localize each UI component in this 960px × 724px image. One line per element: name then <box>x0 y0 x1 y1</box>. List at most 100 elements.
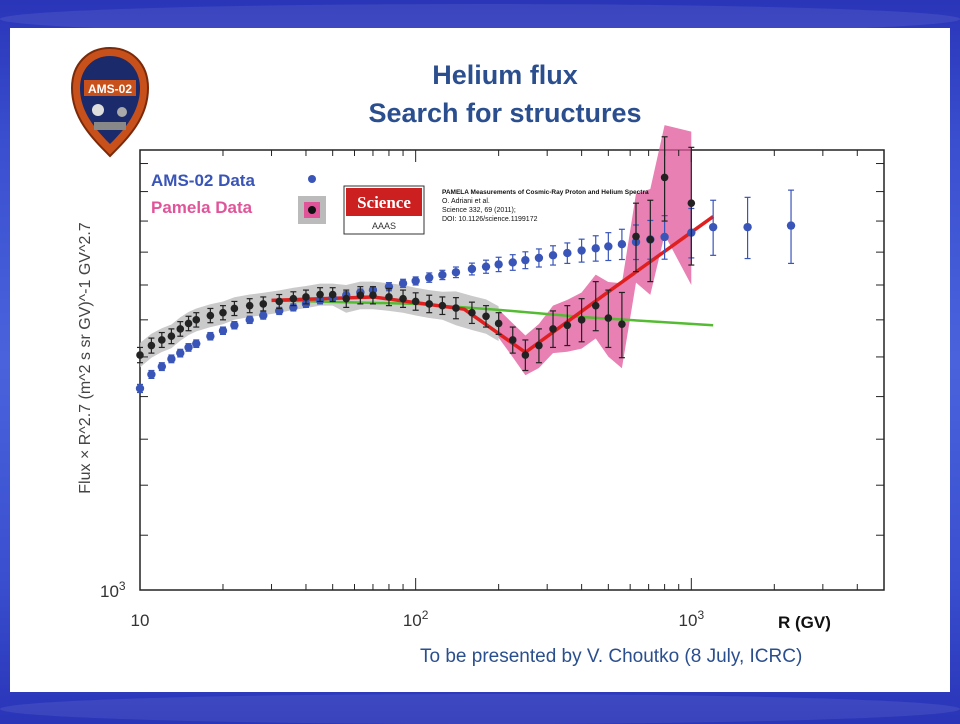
legend-ams-label: AMS-02 Data <box>151 171 255 190</box>
ams-point <box>425 273 434 282</box>
y-axis-label: Flux × R^2.7 (m^2 s sr GV)^-1 GV^2.7 <box>77 222 94 494</box>
helium-flux-chart: 10 102 103 103 R (GV) Flux × R^2.7 (m^2 s s… <box>77 125 885 632</box>
pamela-point <box>192 316 201 324</box>
ams-point <box>218 326 228 335</box>
x-tick-label: 103 <box>679 608 705 630</box>
ams-point <box>743 222 752 232</box>
reference-doi: DOI: 10.1126/science.1199172 <box>442 216 538 223</box>
reference-title: PAMELA Measurements of Cosmic-Ray Proton… <box>442 189 649 196</box>
pamela-point <box>411 297 420 306</box>
x-tick-label-exponent: 3 <box>697 608 704 622</box>
pamela-point <box>342 294 351 303</box>
pamela-point <box>259 300 268 308</box>
x-axis-label: R (GV) <box>778 613 831 632</box>
pamela-point <box>158 336 166 344</box>
ams-point <box>398 279 408 288</box>
ams-point <box>481 262 491 271</box>
pamela-point <box>245 301 254 310</box>
pamela-point <box>302 293 310 301</box>
pamela-point <box>328 290 337 299</box>
logo-text: AMS-02 <box>88 82 132 96</box>
fit-lines <box>271 215 715 355</box>
ams-point <box>508 258 517 267</box>
fit-line-green <box>271 299 714 327</box>
ams-point <box>617 240 627 249</box>
y-tick-label-exponent: 3 <box>119 579 126 593</box>
slide-footer: To be presented by V. Choutko (8 July, I… <box>420 646 803 667</box>
pamela-point <box>184 319 193 328</box>
pamela-point <box>482 312 490 321</box>
pamela-point <box>167 332 176 341</box>
ams-point <box>411 276 420 286</box>
pamela-point <box>591 301 600 310</box>
pamela-point <box>275 297 284 306</box>
pamela-point <box>438 301 447 310</box>
pamela-point <box>136 351 144 359</box>
slide: AMS-02 Helium flux Search for structures… <box>10 28 950 692</box>
pamela-point <box>687 199 696 207</box>
ams-point <box>591 244 600 253</box>
ams-point <box>660 232 669 242</box>
ams-point <box>184 343 193 352</box>
pamela-point <box>577 316 586 324</box>
pamela-point <box>604 314 613 322</box>
ams-point <box>708 222 718 232</box>
ams-point <box>534 253 544 263</box>
pamela-point <box>219 308 227 317</box>
aaas-text: AAAS <box>372 221 396 231</box>
ams-point <box>206 332 215 341</box>
pamela-point <box>452 304 460 312</box>
legend-pamela-label: Pamela Data <box>151 198 253 217</box>
pamela-point <box>508 336 517 344</box>
pamela-point <box>206 311 215 320</box>
science-badge: Science AAAS <box>343 185 425 235</box>
ams-point <box>467 264 477 274</box>
ams-point <box>438 270 447 280</box>
x-tick-label-exponent: 2 <box>422 608 429 622</box>
y-tick-label: 103 <box>100 579 126 601</box>
ams-point <box>451 268 461 277</box>
pamela-point <box>356 291 365 300</box>
legend-pamela-marker <box>308 206 316 214</box>
plot-frame <box>139 149 885 591</box>
pamela-band-pink <box>498 125 692 376</box>
axis-ticks: 10 102 103 103 <box>100 150 885 630</box>
pamela-series <box>136 136 696 372</box>
ams-point <box>192 339 201 348</box>
ams-point <box>577 246 586 255</box>
x-tick-label: 10 <box>131 611 150 630</box>
ams-point <box>548 251 558 260</box>
pamela-point <box>521 351 530 359</box>
pamela-point <box>618 320 626 328</box>
pamela-point <box>230 304 239 313</box>
ams-point <box>259 311 268 320</box>
ams-point <box>135 384 145 393</box>
pamela-point <box>646 235 655 244</box>
ams-point <box>786 221 796 230</box>
pamela-point <box>494 319 503 328</box>
pamela-point <box>399 294 407 303</box>
pamela-point <box>632 232 640 241</box>
pamela-point <box>468 308 476 317</box>
ams-point <box>230 321 239 330</box>
ams-point <box>494 260 503 269</box>
fit-line-red <box>271 215 715 355</box>
ams-point <box>521 255 530 265</box>
pamela-point <box>176 325 185 333</box>
pamela-point <box>535 341 543 350</box>
pamela-point <box>316 290 324 299</box>
pamela-point <box>563 321 572 330</box>
pamela-point <box>660 173 669 182</box>
science-badge-text: Science <box>357 193 411 212</box>
pamela-point <box>369 291 377 300</box>
ams-point <box>245 315 254 325</box>
background-wave <box>0 694 960 724</box>
pamela-point <box>385 293 393 301</box>
pamela-point <box>425 300 434 308</box>
ams-point <box>563 248 572 258</box>
ams-point <box>604 242 613 251</box>
ams-point <box>147 370 156 379</box>
pamela-point <box>289 294 298 303</box>
legend-ams-marker <box>308 175 316 183</box>
reference-authors: O. Adriani et al. <box>442 198 490 205</box>
